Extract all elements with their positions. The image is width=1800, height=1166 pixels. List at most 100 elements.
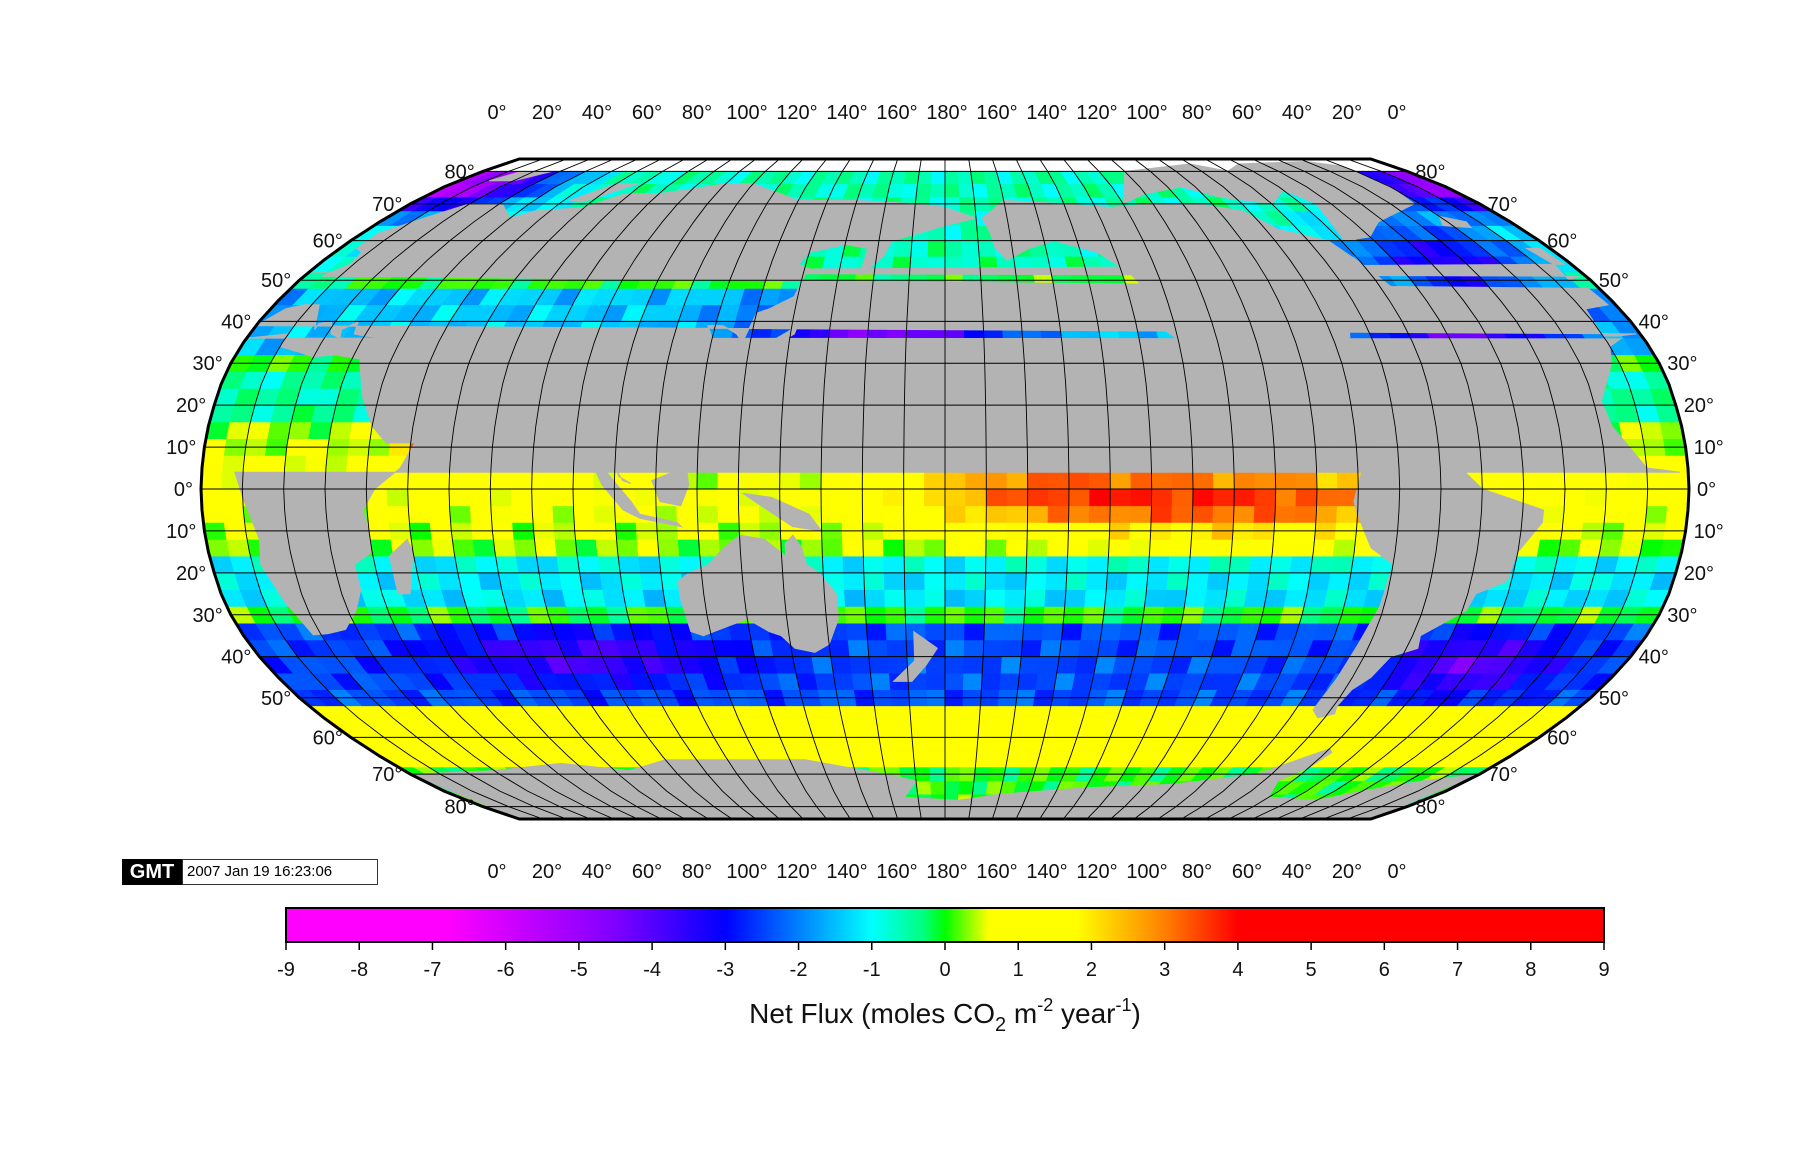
longitude-label: 40° bbox=[582, 861, 612, 883]
north-america-land bbox=[981, 199, 1400, 461]
longitude-label: 120° bbox=[776, 102, 817, 124]
latitude-label: 50° bbox=[1599, 270, 1629, 292]
colorbar-tick-label: 9 bbox=[1598, 959, 1609, 981]
longitude-label: 0° bbox=[1387, 861, 1406, 883]
colorbar-tick-label: -3 bbox=[716, 959, 734, 981]
longitude-label: 140° bbox=[826, 861, 867, 883]
latitude-label: 20° bbox=[176, 395, 206, 417]
colorbar-tick-label: -8 bbox=[350, 959, 368, 981]
latitude-label: 80° bbox=[445, 161, 475, 183]
latitude-label: 30° bbox=[1667, 605, 1697, 627]
meridian-line bbox=[448, 159, 662, 819]
top-longitude-labels: 0° 20° 40° 60° 80° 100° 120° 140° 160° 180° 160° 14… bbox=[487, 102, 1406, 124]
longitude-label: 160° bbox=[976, 102, 1017, 124]
longitude-label: 140° bbox=[826, 102, 867, 124]
meridian-line bbox=[779, 159, 851, 819]
colorbar-tick-label: -2 bbox=[790, 959, 808, 981]
longitude-label: 80° bbox=[1182, 861, 1212, 883]
colorbar-tick-label: -9 bbox=[277, 959, 295, 981]
canadian-arctic-land bbox=[1122, 163, 1285, 205]
latitude-label: 60° bbox=[313, 231, 343, 253]
meridian-line bbox=[613, 159, 757, 819]
longitude-label: 160° bbox=[876, 102, 917, 124]
meridian-line bbox=[903, 159, 922, 819]
longitude-label: 40° bbox=[582, 102, 612, 124]
latitude-label: 50° bbox=[261, 270, 291, 292]
latitude-label: 20° bbox=[1684, 395, 1714, 417]
meridian-line bbox=[1133, 159, 1277, 819]
latitude-label: 60° bbox=[1547, 727, 1577, 749]
latitude-label: 50° bbox=[261, 688, 291, 710]
meridian-line bbox=[655, 159, 780, 819]
graticule bbox=[201, 159, 1689, 819]
meridian-line bbox=[1346, 159, 1649, 819]
map-frame bbox=[199, 157, 1691, 821]
novaya-zemlya-land bbox=[569, 183, 639, 203]
latitude-label: 30° bbox=[193, 605, 223, 627]
latitude-label: 30° bbox=[1667, 353, 1697, 375]
latitude-label: 70° bbox=[372, 764, 402, 786]
longitude-label: 120° bbox=[1076, 102, 1117, 124]
latitude-label: 0° bbox=[174, 479, 193, 501]
longitude-label: 100° bbox=[1126, 861, 1167, 883]
meridian-line bbox=[820, 159, 875, 819]
left-latitude-labels: 80° 70° 60° 50° 40° 30° 20° 10° 0° 10° 20° 30° 40° 50… bbox=[166, 161, 475, 818]
latitude-label: 50° bbox=[1599, 688, 1629, 710]
longitude-label: 160° bbox=[876, 861, 917, 883]
meridian-line bbox=[1275, 159, 1525, 819]
longitude-label: 80° bbox=[682, 102, 712, 124]
meridian-line bbox=[1204, 159, 1401, 819]
latitude-label: 40° bbox=[221, 311, 251, 333]
meridian-line bbox=[283, 159, 567, 819]
longitude-label: 140° bbox=[1026, 102, 1067, 124]
meridian-line bbox=[1062, 159, 1153, 819]
longitude-label: 180° bbox=[926, 102, 967, 124]
meridian-line bbox=[1252, 159, 1483, 819]
meridian-line bbox=[968, 159, 987, 819]
latitude-label: 70° bbox=[1488, 764, 1518, 786]
meridian-line bbox=[572, 159, 733, 819]
longitude-label: 80° bbox=[1182, 102, 1212, 124]
longitude-label: 0° bbox=[487, 861, 506, 883]
colorbar-tick-label: -5 bbox=[570, 959, 588, 981]
longitude-label: 20° bbox=[532, 861, 562, 883]
meridian-line bbox=[1110, 159, 1235, 819]
latitude-label: 60° bbox=[313, 727, 343, 749]
meridian-line bbox=[407, 159, 638, 819]
longitude-label: 20° bbox=[532, 102, 562, 124]
colorbar-tick-label: 1 bbox=[1013, 959, 1024, 981]
colorbar-tick-label: 8 bbox=[1525, 959, 1536, 981]
latitude-label: 80° bbox=[445, 797, 475, 819]
latitude-label: 80° bbox=[1415, 797, 1445, 819]
longitude-label: 120° bbox=[776, 861, 817, 883]
meridian-line bbox=[324, 159, 591, 819]
meridian-line bbox=[1228, 159, 1442, 819]
longitude-label: 60° bbox=[632, 102, 662, 124]
latitude-label: 70° bbox=[372, 194, 402, 216]
latitude-label: 20° bbox=[176, 563, 206, 585]
meridian-line bbox=[1181, 159, 1359, 819]
longitude-label: 0° bbox=[487, 102, 506, 124]
longitude-label: 60° bbox=[1232, 861, 1262, 883]
borneo-land bbox=[651, 458, 690, 507]
colorbar-tick-label: 0 bbox=[939, 959, 950, 981]
longitude-label: 60° bbox=[1232, 102, 1262, 124]
latitude-label: 40° bbox=[221, 647, 251, 669]
longitude-label: 0° bbox=[1387, 102, 1406, 124]
longitude-label: 180° bbox=[926, 861, 967, 883]
meridian-line bbox=[1323, 159, 1607, 819]
longitude-label: 60° bbox=[632, 861, 662, 883]
cuba-land bbox=[1332, 392, 1376, 406]
latitude-label: 30° bbox=[193, 353, 223, 375]
longitude-label: 80° bbox=[682, 861, 712, 883]
meridian-line bbox=[861, 159, 899, 819]
right-latitude-labels: 80° 70° 60° 50° 40° 30° 20° 10° 0° 10° 20° 30° 40° 50… bbox=[1415, 161, 1724, 818]
colorbar-tick-label: -4 bbox=[643, 959, 661, 981]
indonesia-land bbox=[593, 467, 684, 528]
colorbar-tick-label: 4 bbox=[1232, 959, 1243, 981]
timestamp: 2007 Jan 19 16:23:06 bbox=[182, 859, 378, 885]
madagascar-land bbox=[388, 538, 414, 595]
gmt-logo: GMT bbox=[122, 859, 182, 885]
colorbar-tick-label: 6 bbox=[1379, 959, 1390, 981]
